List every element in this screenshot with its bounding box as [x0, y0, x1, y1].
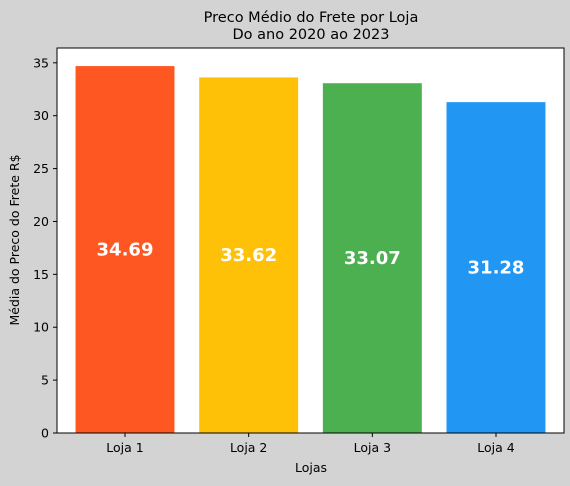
- x-axis-label: Lojas: [295, 460, 327, 475]
- bars-group: [75, 66, 546, 434]
- bar-value-label-4: 31.28: [468, 258, 525, 279]
- y-tick-label-5: 25: [33, 161, 49, 176]
- y-axis-label: Média do Preco do Frete R$: [7, 154, 22, 325]
- y-tick-label-3: 15: [33, 267, 49, 282]
- chart-title: Preco Médio do Frete por Loja: [204, 10, 419, 26]
- bar-4: [446, 102, 546, 434]
- y-tick-label-6: 30: [33, 108, 49, 123]
- x-axis-ticks: Loja 1 Loja 2 Loja 3 Loja 4: [106, 433, 515, 455]
- x-tick-label-4: Loja 4: [477, 440, 514, 455]
- x-tick-label-2: Loja 2: [230, 440, 267, 455]
- y-tick-label-1: 5: [41, 373, 49, 388]
- bar-value-label-2: 33.62: [220, 245, 277, 266]
- bar-3: [322, 83, 422, 433]
- y-axis-ticks: 0 5 10 15 20 25 30 35: [33, 55, 57, 441]
- y-tick-label-4: 20: [33, 214, 49, 229]
- bar-1: [75, 66, 175, 433]
- bar-value-label-1: 34.69: [97, 240, 154, 261]
- y-tick-label-2: 10: [33, 320, 49, 335]
- x-tick-label-3: Loja 3: [354, 440, 391, 455]
- bar-labels-group: 34.69 33.62 33.07 31.28: [97, 240, 525, 279]
- chart-subtitle: Do ano 2020 ao 2023: [233, 27, 390, 43]
- y-tick-label-7: 35: [33, 55, 49, 70]
- plot-frame: [56, 47, 565, 434]
- y-tick-label-0: 0: [41, 426, 49, 441]
- bar-2: [199, 77, 299, 434]
- x-tick-label-1: Loja 1: [106, 440, 143, 455]
- bar-value-label-3: 33.07: [344, 248, 401, 269]
